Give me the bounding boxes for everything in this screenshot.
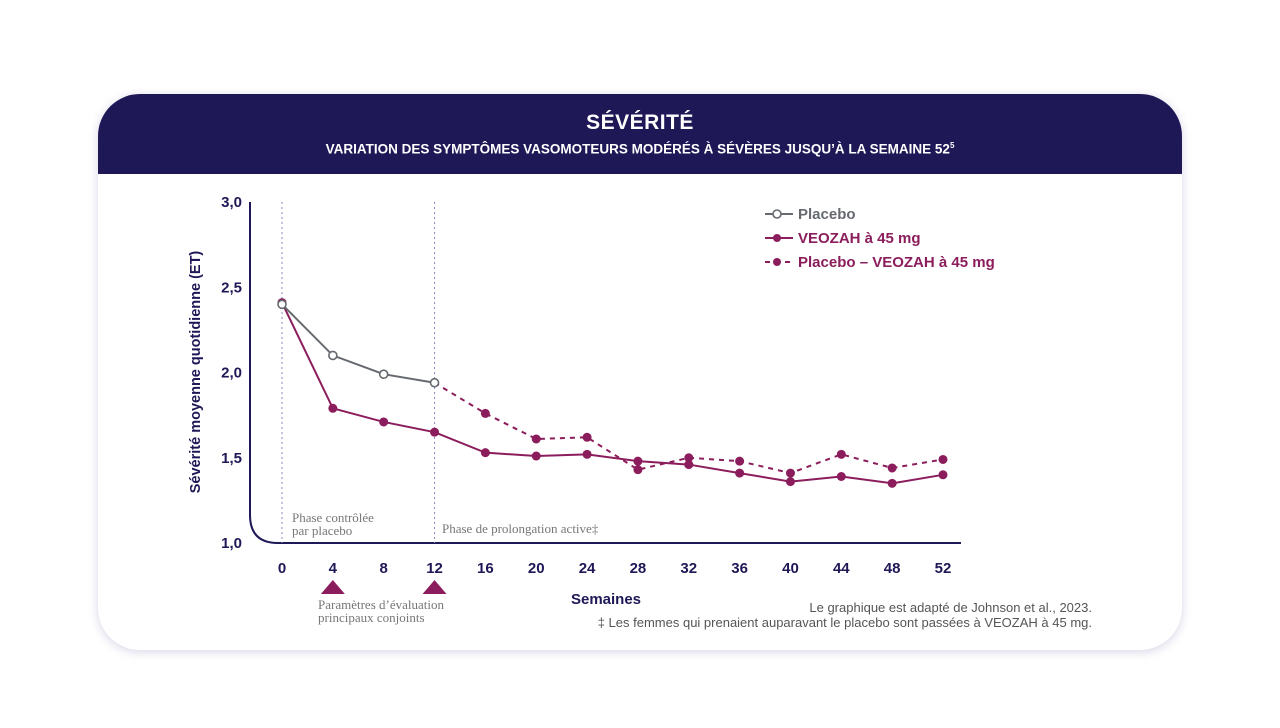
legend-marker	[773, 234, 781, 242]
x-tick-label: 32	[680, 560, 697, 577]
endpoint-label-line1: Paramètres d’évaluation	[318, 597, 444, 612]
chart-title: SÉVÉRITÉ	[586, 111, 694, 134]
data-point	[531, 451, 541, 461]
data-point	[735, 468, 745, 478]
data-point	[735, 456, 745, 466]
legend-label: Placebo	[798, 206, 856, 223]
data-point	[328, 350, 338, 361]
y-tick-label: 2,0	[221, 365, 242, 382]
y-tick-label: 1,5	[221, 450, 242, 467]
subtitle-superscript: 5	[949, 141, 955, 150]
card-header: SÉVÉRITÉ VARIATION DES SYMPTÔMES VASOMOT…	[98, 94, 1182, 174]
data-point	[785, 477, 795, 487]
phase2-label: Phase de prolongation active‡	[442, 521, 599, 536]
x-tick-label: 12	[426, 560, 443, 577]
x-tick-label: 36	[731, 560, 748, 577]
data-point	[633, 456, 643, 466]
x-tick-label: 0	[278, 560, 286, 577]
x-tick-label: 40	[782, 560, 799, 577]
endpoint-triangle-week-4	[320, 580, 345, 594]
series-line-2	[434, 381, 944, 475]
subtitle-text: VARIATION DES SYMPTÔMES VASOMOTEURS MODÉ…	[325, 141, 950, 157]
data-point	[430, 427, 440, 437]
data-point	[836, 472, 846, 482]
x-tick-label: 16	[477, 560, 494, 577]
legend-label: Placebo – VEOZAH à 45 mg	[798, 254, 995, 271]
data-point	[684, 453, 694, 463]
data-point	[836, 449, 846, 459]
x-tick-label: 20	[528, 560, 545, 577]
series-line-1	[281, 302, 944, 485]
data-point	[785, 468, 795, 478]
chart-subtitle: VARIATION DES SYMPTÔMES VASOMOTEURS MODÉ…	[98, 141, 1182, 157]
x-axis-label: Semaines	[571, 591, 641, 608]
x-tick-label: 48	[884, 560, 901, 577]
y-tick-label: 3,0	[221, 194, 242, 211]
x-tick-label: 52	[935, 560, 952, 577]
y-tick-label: 2,5	[221, 279, 242, 296]
data-point	[938, 454, 948, 464]
data-point	[938, 470, 948, 480]
y-axis-label: Sévérité moyenne quotidienne (ET)	[188, 251, 204, 494]
source-note: Le graphique est adapté de Johnson et al…	[809, 600, 1092, 615]
endpoint-label-line2: principaux conjoints	[318, 610, 425, 625]
x-tick-label: 28	[630, 560, 647, 577]
data-point	[429, 377, 440, 388]
data-point	[887, 478, 897, 488]
chart-card: SÉVÉRITÉ VARIATION DES SYMPTÔMES VASOMOT…	[98, 94, 1182, 650]
data-point	[582, 432, 592, 442]
data-point	[887, 463, 897, 473]
data-point	[582, 449, 592, 459]
x-tick-label: 8	[380, 560, 388, 577]
data-point	[328, 403, 338, 413]
phase1-label-line2: par placebo	[292, 523, 352, 538]
phase1-label-line1: Phase contrôlée	[292, 510, 374, 525]
data-point	[684, 460, 694, 470]
legend-marker	[772, 209, 782, 219]
x-tick-label: 4	[329, 560, 338, 577]
x-tick-label: 44	[833, 560, 850, 577]
axis-lines	[249, 202, 961, 544]
data-point	[531, 434, 541, 444]
data-point	[277, 299, 287, 310]
endpoint-triangle-week-12	[422, 580, 447, 594]
data-point	[480, 408, 490, 418]
legend-label: VEOZAH à 45 mg	[798, 230, 921, 247]
series-line-0	[281, 303, 435, 384]
data-point	[480, 448, 490, 458]
data-point	[379, 417, 389, 427]
dagger-note: ‡ Les femmes qui prenaient auparavant le…	[597, 615, 1092, 630]
y-tick-label: 1,0	[221, 535, 242, 552]
x-tick-label: 24	[579, 560, 596, 577]
data-point	[633, 465, 643, 475]
data-point	[378, 369, 389, 380]
legend-marker	[773, 258, 781, 266]
